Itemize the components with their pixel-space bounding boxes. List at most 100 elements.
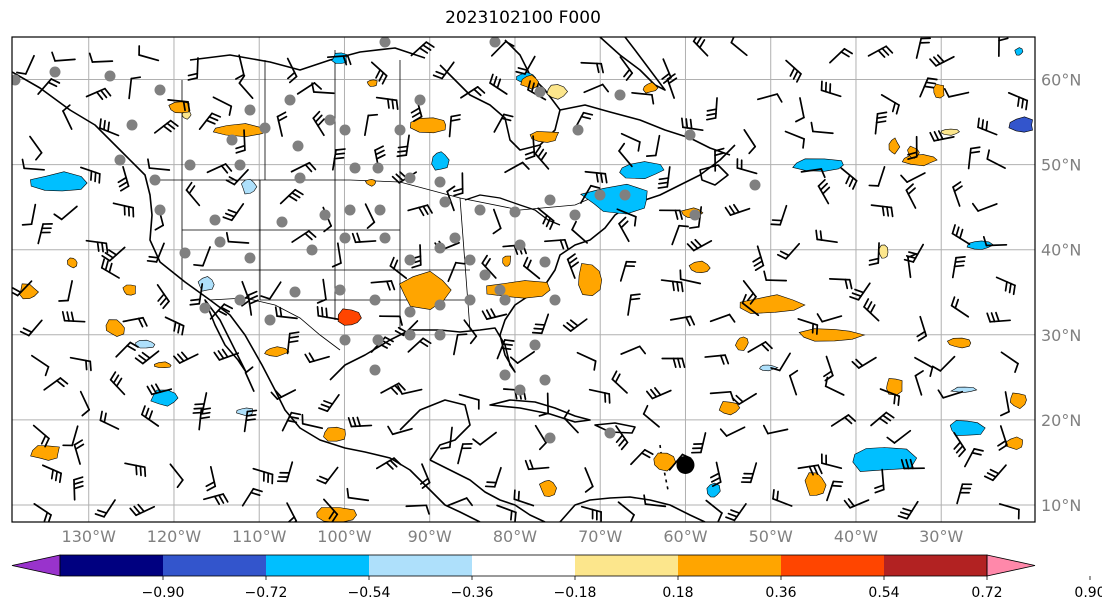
figure-title: 2023102100 F000 <box>445 8 601 28</box>
station-dot <box>226 134 238 146</box>
wind-barb <box>490 40 515 57</box>
wind-barb <box>998 503 1020 520</box>
wind-barb <box>770 352 791 372</box>
wind-barb <box>998 37 1009 57</box>
wind-barb <box>351 232 377 244</box>
wind-barb <box>797 464 823 476</box>
station-dot <box>369 364 381 376</box>
station-dot <box>749 179 761 191</box>
wind-barb <box>642 404 660 428</box>
wind-barb <box>447 497 473 507</box>
wind-barb <box>952 181 963 207</box>
wind-barb <box>868 166 886 187</box>
colorbar-tick-label: −0.90 <box>142 585 185 601</box>
contour-blob <box>642 81 659 94</box>
contour-fills <box>19 47 1033 522</box>
station-dot <box>349 162 361 174</box>
station-dot <box>324 114 336 126</box>
wind-barb <box>407 337 432 353</box>
contour-blob <box>578 263 603 297</box>
contour-blob <box>502 255 512 267</box>
lat-tick-label: 40°N <box>1041 241 1081 260</box>
wind-barb <box>198 112 222 131</box>
wind-barb <box>318 393 340 413</box>
wind-barb <box>213 348 240 361</box>
wind-barb <box>73 439 85 465</box>
wind-barb <box>691 432 707 454</box>
wind-barb <box>916 315 928 342</box>
station-dot <box>689 209 701 221</box>
wind-barb <box>616 208 637 227</box>
wind-barb <box>311 82 335 95</box>
wind-barb <box>627 293 641 316</box>
wind-barb <box>820 453 843 470</box>
wind-barb <box>492 208 502 235</box>
wind-barb <box>879 388 901 406</box>
wind-barb <box>826 480 844 502</box>
wind-barb <box>874 111 888 135</box>
wind-barb <box>619 56 634 81</box>
station-dot <box>234 159 246 171</box>
station-dot <box>372 162 384 174</box>
station-dot <box>344 204 356 216</box>
contour-blob <box>950 386 978 393</box>
latitude-labels: 10°N 20°N 30°N 40°N 50°N 60°N <box>1041 71 1081 515</box>
lon-tick-label: 30°W <box>919 527 963 546</box>
wind-barb <box>588 388 611 404</box>
wind-barb <box>122 316 148 328</box>
colorbar-tick-label: −0.36 <box>451 585 494 601</box>
station-dot <box>529 339 541 351</box>
station-dot <box>549 294 561 306</box>
wind-barb <box>225 168 249 186</box>
wind-barb <box>731 392 757 406</box>
wind-barb <box>1007 91 1029 111</box>
wind-barb <box>209 303 234 320</box>
colorbar-segment <box>884 555 988 576</box>
wind-barb <box>138 45 160 62</box>
wind-barb <box>29 135 43 161</box>
wind-barb <box>828 277 853 290</box>
wind-barb <box>905 183 917 209</box>
wind-barb <box>563 409 579 434</box>
wind-barb <box>129 503 156 517</box>
contour-blob <box>154 361 172 369</box>
wind-barb <box>863 298 880 322</box>
station-dot <box>154 204 166 216</box>
wind-barb <box>915 37 931 59</box>
station-dot <box>514 239 526 251</box>
wind-barb <box>206 163 233 174</box>
wind-barb <box>312 110 325 137</box>
contour-blob <box>539 479 557 497</box>
wind-barb <box>967 146 981 170</box>
wind-barb <box>719 426 746 437</box>
wind-barb <box>914 356 934 378</box>
wind-barb <box>85 87 112 101</box>
contour-blob <box>940 128 961 136</box>
wind-barb <box>943 88 970 98</box>
station-dot <box>479 269 491 281</box>
wind-barb <box>364 113 379 137</box>
station-dot <box>434 299 446 311</box>
station-dot <box>114 154 126 166</box>
wind-barb <box>212 96 233 116</box>
wind-barb <box>326 54 352 66</box>
wind-barb <box>376 457 402 470</box>
wind-barb <box>661 357 686 369</box>
wind-barb <box>493 113 514 133</box>
wind-barb <box>870 411 895 427</box>
wind-barb <box>867 45 894 58</box>
wind-barb <box>770 204 788 226</box>
us-mexico-border <box>209 297 341 351</box>
wind-barb <box>620 345 647 355</box>
station-dot <box>464 294 476 306</box>
wind-barb <box>396 134 410 158</box>
wind-barb <box>686 238 713 252</box>
wind-barb <box>874 468 885 494</box>
wind-barb <box>820 80 842 98</box>
wind-barb <box>797 318 819 335</box>
contour-blob <box>735 336 749 351</box>
colorbar-tick-label: −0.54 <box>348 585 391 601</box>
station-dot <box>292 140 304 152</box>
station-dot <box>499 369 511 381</box>
